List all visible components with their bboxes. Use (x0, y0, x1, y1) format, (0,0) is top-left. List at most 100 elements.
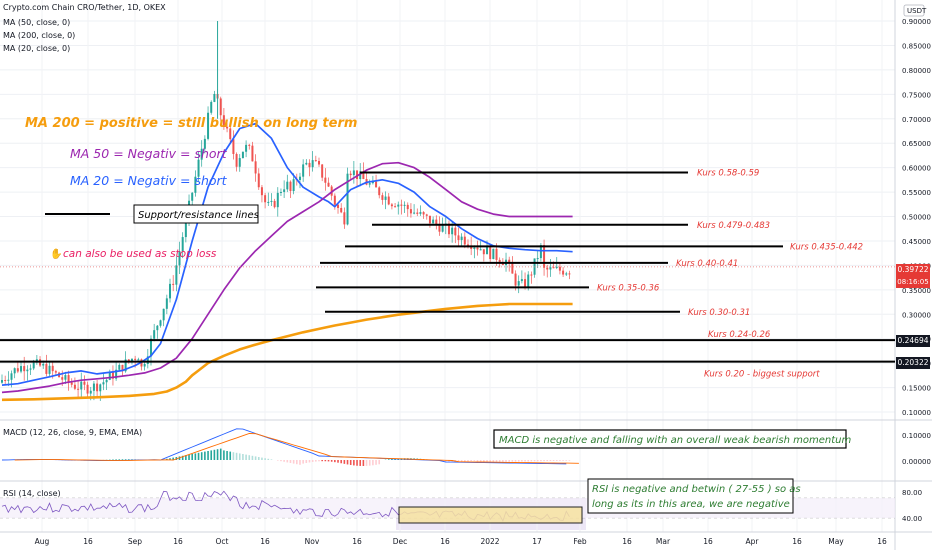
price-tick-label: 0.80000 (902, 67, 931, 75)
macd-bar (318, 460, 320, 461)
macd-bar (543, 460, 545, 461)
macd-bar (255, 456, 257, 460)
time-tick-label: 16 (260, 537, 270, 546)
candle-body (26, 370, 28, 372)
ma50-annotation: MA 50 = Negativ = short (70, 146, 228, 161)
rsi-legend: RSI (14, close) (3, 489, 61, 498)
level-label: Kurs 0.40-0.41 (676, 259, 738, 269)
macd-bar (188, 455, 190, 460)
macd-bar (470, 460, 472, 461)
candle-body (156, 326, 158, 330)
candle-body (353, 170, 355, 175)
macd-bar (527, 460, 529, 461)
macd-bar (556, 460, 558, 461)
candle-body (315, 160, 317, 161)
candle-body (435, 220, 437, 224)
stop-loss-annotation: can also be used as stop loss (63, 248, 217, 260)
candle-body (87, 385, 89, 394)
rsi-note-line-1: RSI is negative and betwin ( 27-55 ) so … (592, 484, 801, 495)
macd-bar (210, 450, 212, 460)
candle-body (134, 359, 136, 360)
macd-bar (195, 453, 197, 460)
candle-body (432, 220, 434, 224)
candle-body (270, 201, 272, 202)
rsi-tick-label: 40.00 (902, 515, 922, 523)
candle-body (33, 363, 35, 369)
macd-bar (264, 458, 266, 460)
macd-bar (559, 460, 561, 461)
level-tag-024: 0.24694 (896, 335, 930, 347)
macd-bar (277, 460, 279, 461)
macd-bar (350, 460, 352, 465)
macd-bar (239, 453, 241, 460)
candle-body (546, 268, 548, 270)
macd-bar (553, 460, 555, 461)
candle-body (137, 359, 139, 360)
candle-body (74, 385, 76, 389)
macd-bar (299, 460, 301, 465)
candle-body (334, 196, 336, 205)
candle-body (45, 364, 47, 374)
candle-body (375, 182, 377, 188)
macd-bar (242, 454, 244, 460)
candle-body (267, 202, 269, 203)
price-tick-label: 0.55000 (902, 189, 931, 197)
macd-bar (302, 460, 304, 464)
macd-bar (309, 460, 311, 462)
candle-body (77, 389, 79, 390)
candle-body (556, 267, 558, 268)
candle-body (340, 208, 342, 212)
candle-body (397, 205, 399, 207)
candle-body (251, 146, 253, 162)
candle-body (496, 249, 498, 260)
macd-bar (325, 460, 327, 461)
candle-body (191, 193, 193, 201)
candle-body (423, 212, 425, 214)
macd-bar (521, 460, 523, 462)
candle-body (483, 249, 485, 254)
candle-body (261, 187, 263, 195)
candle-body (400, 205, 402, 206)
price-tick-label: 0.90000 (902, 18, 931, 26)
candle-body (442, 225, 444, 232)
rsi-tick-label: 80.00 (902, 489, 922, 497)
candle-body (473, 248, 475, 249)
macd-bar (233, 452, 235, 460)
candle-body (511, 263, 513, 274)
ma200-legend: MA (200, close, 0) (3, 31, 75, 40)
candle-body (99, 384, 101, 391)
candle-body (277, 193, 279, 207)
candle-body (49, 366, 51, 374)
macd-bar (207, 451, 209, 460)
candle-body (521, 279, 523, 281)
macd-bar (388, 459, 390, 460)
candle-body (416, 213, 418, 214)
ma200-annotation: MA 200 = positive = still bullish on lon… (25, 116, 357, 131)
candle-body (524, 279, 526, 287)
price-tick-label: 0.70000 (902, 116, 931, 124)
macd-bar (337, 460, 339, 463)
candle-body (286, 182, 288, 190)
macd-bar (569, 460, 571, 461)
macd-bar (258, 457, 260, 460)
candle-body (255, 161, 257, 173)
candle-body (489, 247, 491, 259)
time-tick-label: 16 (440, 537, 450, 546)
candle-body (530, 275, 532, 276)
candle-body (318, 161, 320, 165)
candle-body (515, 274, 517, 286)
candle-body (232, 139, 234, 154)
time-tick-label: 2022 (480, 537, 499, 546)
candle-body (429, 216, 431, 223)
candle-body (220, 98, 222, 115)
candle-body (369, 183, 371, 184)
macd-bar (540, 460, 542, 461)
macd-bar (496, 460, 498, 462)
candle-body (413, 213, 415, 214)
macd-bar (290, 460, 292, 463)
macd-bar (201, 452, 203, 460)
currency-label: USDT (907, 7, 927, 15)
time-tick-label: Feb (573, 537, 587, 546)
